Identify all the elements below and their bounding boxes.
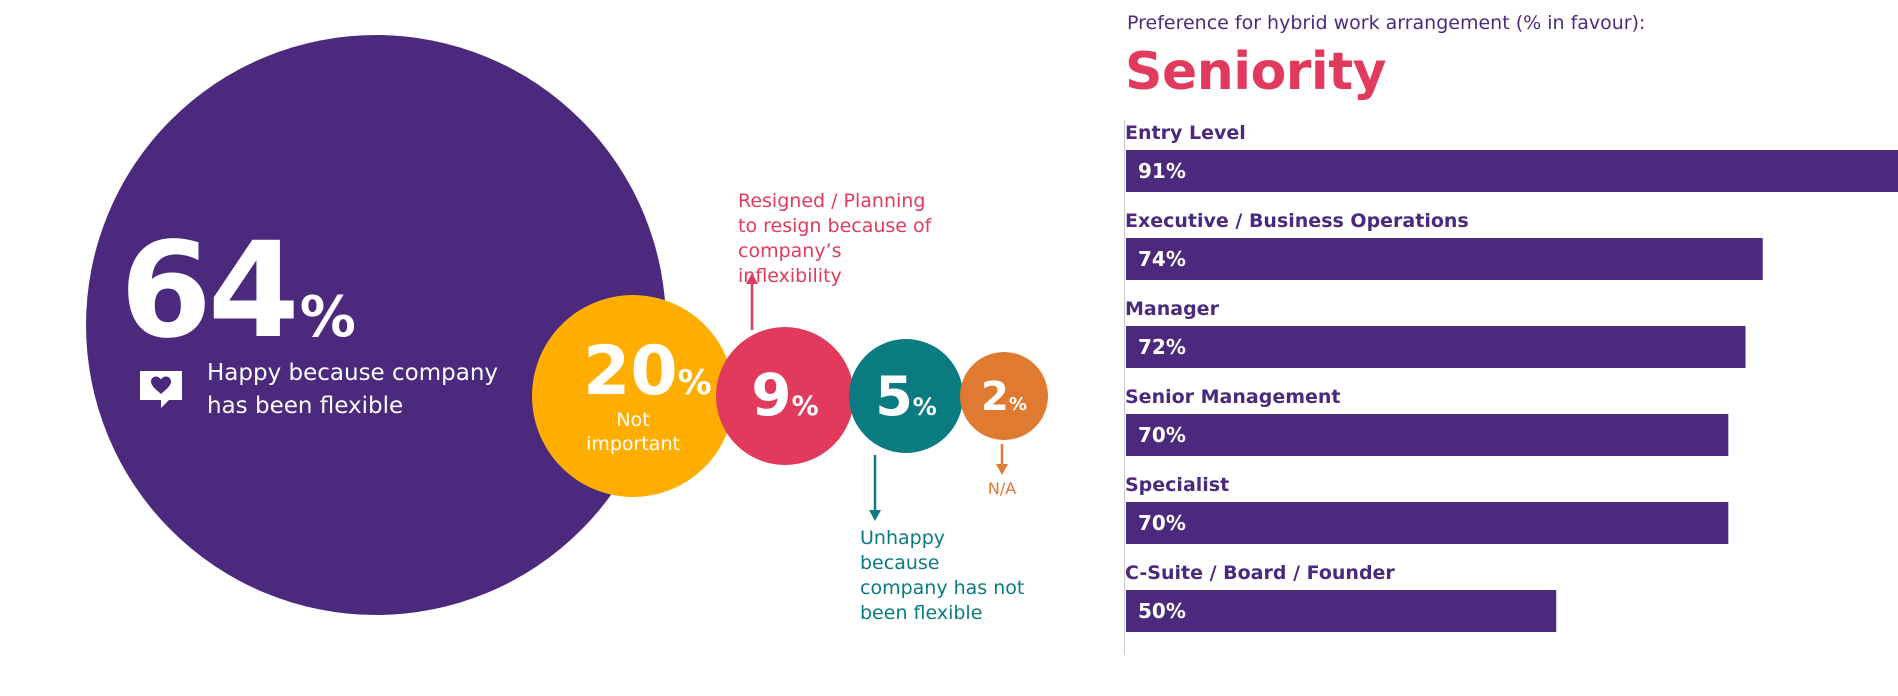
bar: [1126, 590, 1557, 632]
na-annotation: N/A: [987, 479, 1017, 498]
bar: [1126, 502, 1729, 544]
chart-title: Seniority: [1125, 42, 1387, 102]
bubble-happy: [86, 35, 666, 615]
not-important-value: 20: [583, 332, 678, 411]
happy-label: Happy because company has been flexible: [207, 360, 499, 419]
happy-value: 64: [120, 214, 300, 368]
not-important-unit: %: [677, 363, 712, 403]
bubble-unhappy: [849, 339, 963, 453]
heart-speech-bubble-icon: [140, 371, 182, 408]
bar-value-label: 72%: [1138, 335, 1186, 359]
bar-value-label: 74%: [1138, 247, 1186, 271]
category-label: Entry Level: [1125, 122, 1246, 144]
unhappy-annotation: Unhappy because company has not been fle…: [860, 527, 1025, 624]
happy-unit: %: [299, 285, 356, 350]
resigned-value: 9: [751, 361, 792, 429]
category-label: Senior Management: [1125, 386, 1341, 408]
happy-percentage: 64%: [120, 225, 356, 357]
resigned-annotation: Resigned / Planning to resign because of…: [738, 190, 932, 287]
bar: [1126, 326, 1746, 368]
not-important-percentage: 20%: [583, 338, 712, 406]
not-important-label: Not important: [586, 409, 680, 455]
bar-value-label: 70%: [1138, 423, 1186, 447]
resigned-unit: %: [791, 391, 819, 422]
unhappy-value: 5: [875, 365, 913, 428]
bubble-na: [960, 352, 1048, 440]
na-unit: %: [1008, 394, 1027, 415]
bar: [1126, 150, 1898, 192]
resigned-percentage: 9%: [740, 366, 830, 424]
bubble-chart: [86, 35, 1048, 615]
chart-caption: Preference for hybrid work arrangement (…: [1127, 12, 1646, 34]
arrow-resigned: [746, 273, 758, 330]
arrow-unhappy: [869, 455, 881, 521]
category-label: C-Suite / Board / Founder: [1125, 562, 1395, 584]
category-label: Manager: [1125, 298, 1219, 320]
category-label: Executive / Business Operations: [1125, 210, 1469, 232]
na-value: 2: [981, 374, 1009, 420]
unhappy-percentage: 5%: [863, 370, 949, 424]
bubble-not-important: [532, 295, 734, 497]
bar: [1126, 414, 1729, 456]
arrow-na: [996, 444, 1008, 475]
na-percentage: 2%: [967, 377, 1041, 417]
bar-value-label: 50%: [1138, 599, 1186, 623]
bar: [1126, 238, 1763, 280]
unhappy-unit: %: [912, 393, 937, 421]
bar-value-label: 70%: [1138, 511, 1186, 535]
category-label: Specialist: [1125, 474, 1230, 496]
bar-value-label: 91%: [1138, 159, 1186, 183]
bubble-resigned: [716, 327, 854, 465]
